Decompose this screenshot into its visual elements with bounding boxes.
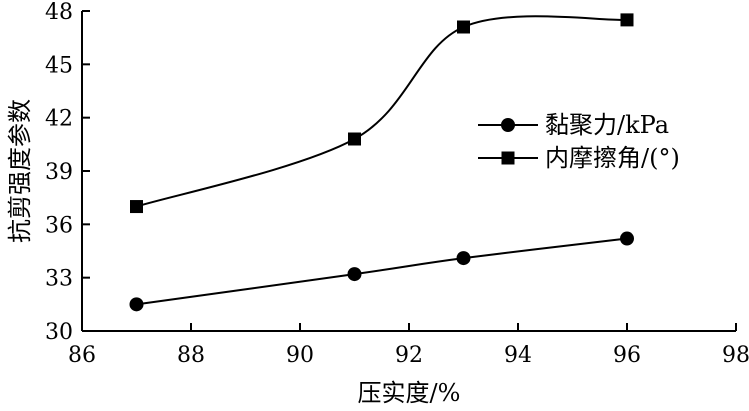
- y-axis-title: 抗剪强度参数: [6, 99, 34, 243]
- y-tick-label-3: 39: [45, 160, 73, 185]
- x-tick-label-0: 86: [68, 343, 96, 368]
- legend-marker-1: [501, 151, 515, 165]
- series-1-point-2: [457, 20, 470, 34]
- legend: 黏聚力/kPa 内摩擦角/(°): [478, 111, 680, 172]
- series-1-point-1: [348, 132, 361, 146]
- series-0-line: [136, 237, 628, 306]
- y-tick-label-4: 42: [45, 107, 73, 132]
- legend-marker-0: [501, 118, 515, 132]
- y-tick-label-2: 36: [45, 213, 73, 238]
- y-tick-label-0: 30: [45, 320, 73, 345]
- x-tick-label-3: 92: [395, 343, 423, 368]
- legend-label-0: 黏聚力/kPa: [545, 111, 669, 139]
- y-tick-label-5: 45: [45, 53, 73, 78]
- series-1-point-3: [620, 13, 634, 27]
- series-0: [129, 231, 634, 312]
- series-0-point-2: [456, 251, 471, 266]
- y-tick-label-1: 33: [45, 267, 73, 292]
- x-tick-label-6: 98: [722, 343, 749, 368]
- legend-item-0: 黏聚力/kPa: [478, 111, 669, 139]
- series-1-line: [136, 15, 628, 208]
- x-tick-label-5: 96: [613, 343, 641, 368]
- legend-label-1: 内摩擦角/(°): [545, 144, 680, 172]
- x-tick-label-2: 90: [286, 343, 314, 368]
- y-tick-label-6: 48: [45, 0, 73, 25]
- series-1-point-0: [130, 200, 143, 214]
- series-1: [130, 13, 634, 214]
- series-0-point-1: [347, 267, 362, 282]
- x-tick-label-1: 88: [177, 343, 205, 368]
- series-layer: [129, 13, 634, 312]
- x-axis-title: 压实度/%: [358, 379, 461, 407]
- series-0-point-0: [129, 297, 144, 312]
- axes: 86 88 90 92 94 96 98 30 33 36 39 42 45 48: [45, 0, 749, 368]
- x-tick-label-4: 94: [504, 343, 532, 368]
- series-0-point-3: [620, 231, 634, 246]
- legend-item-1: 内摩擦角/(°): [478, 144, 680, 172]
